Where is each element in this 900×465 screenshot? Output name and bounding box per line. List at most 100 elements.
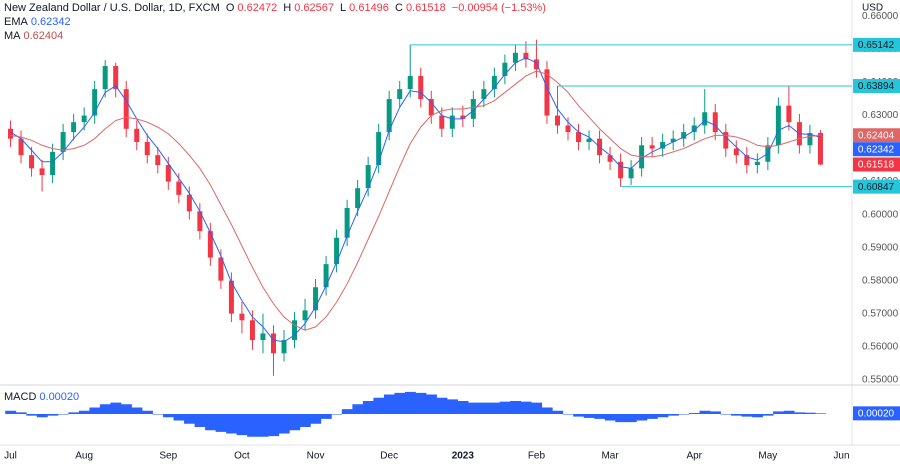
macd-bar [184, 414, 195, 424]
candle-body [18, 138, 24, 156]
candle-body [554, 115, 560, 126]
price-label-box [853, 142, 900, 157]
price-label: 0.00020 [858, 408, 895, 419]
candle-body [144, 141, 150, 156]
macd-bar [78, 410, 90, 414]
ohlc-value: 0.61496 [349, 2, 389, 14]
macd-bar [531, 402, 543, 414]
price-label-box [853, 79, 900, 94]
macd-bar [131, 407, 143, 414]
candle-body [344, 208, 350, 238]
macd-bar [99, 404, 111, 414]
legend-value: 0.62342 [30, 16, 71, 28]
macd-bar [773, 411, 785, 414]
macd-bar [257, 414, 269, 437]
candle-body [460, 115, 466, 119]
macd-bar [699, 410, 711, 414]
macd-bar [415, 392, 427, 414]
macd-bar [710, 411, 721, 414]
macd-bar [573, 414, 585, 417]
macd-bar [341, 409, 353, 414]
price-label: 0.60847 [858, 182, 895, 193]
macd-bar [489, 402, 501, 414]
candle-body [365, 165, 371, 189]
macd-bar [47, 414, 59, 416]
candle-body [681, 132, 687, 139]
macd-bar [404, 391, 416, 414]
candle-body [533, 59, 539, 70]
change: −0.00954 (−1.53%) [451, 2, 546, 14]
macd-bar [362, 401, 374, 414]
macd-bar [678, 414, 690, 415]
candle-body [723, 132, 729, 149]
legend-value: 0.62404 [23, 30, 64, 42]
x-tick-label: Aug [75, 451, 93, 462]
x-tick-label: Jun [833, 451, 849, 462]
macd-bar [583, 414, 595, 418]
candle-body [439, 115, 445, 129]
candle-body [386, 99, 392, 133]
price-label: 0.65142 [858, 40, 895, 51]
macd-bar [36, 414, 48, 418]
candle-body [418, 75, 424, 100]
y-tick-label: 0.66000 [862, 11, 899, 22]
candle-body [481, 89, 487, 100]
candle-body [323, 264, 329, 288]
macd-bar [646, 414, 658, 419]
macd-bar [15, 412, 27, 414]
macd-bar [194, 414, 206, 427]
macd-bar [331, 414, 343, 415]
macd-bar [783, 410, 795, 414]
price-label: 0.62342 [858, 144, 895, 155]
macd-bar [373, 397, 385, 414]
macd-bar [667, 414, 679, 416]
candle-body [155, 155, 161, 166]
macd-bar [762, 414, 774, 416]
macd-bar [247, 414, 259, 437]
candle-body [260, 333, 266, 341]
candle-body [81, 115, 87, 123]
candle-body [60, 132, 66, 152]
candle-body [397, 89, 403, 100]
macd-bar [426, 394, 437, 414]
y-tick-label: 0.56000 [862, 341, 899, 352]
macd-bar [142, 410, 153, 414]
candle-body [754, 161, 760, 166]
macd-bar [268, 414, 280, 437]
candle-body [407, 75, 413, 90]
ohlc-letter: O [225, 2, 235, 14]
candle-body [807, 133, 813, 146]
candle-body [544, 69, 550, 116]
x-tick-label: Feb [528, 451, 546, 462]
candle-body [376, 132, 382, 166]
candle-body [449, 115, 455, 129]
macd-bar [5, 410, 17, 414]
x-tick-label: Dec [380, 451, 398, 462]
candle-body [197, 211, 203, 232]
candle-body [702, 112, 708, 126]
candle-body [470, 99, 476, 119]
macd-bar [499, 401, 511, 414]
macd-bar [688, 413, 700, 414]
candle-body [660, 141, 666, 149]
candle-body [165, 165, 171, 182]
macd-legend: MACD 0.00020 [4, 391, 82, 403]
price-label-box [853, 128, 900, 143]
indicator-line [10, 70, 821, 331]
symbol-title: New Zealand Dollar / U.S. Dollar, 1D, FX… [4, 2, 220, 14]
macd-bar [794, 412, 806, 414]
macd-bar [636, 414, 648, 421]
x-tick-label: Nov [307, 451, 325, 462]
x-tick-label: Apr [686, 451, 702, 462]
macd-bar [173, 414, 185, 421]
macd-bar [299, 414, 311, 427]
currency-label: USD [862, 3, 883, 14]
macd-bar [320, 414, 332, 419]
candle-body [113, 66, 119, 90]
macd-bar [89, 407, 101, 414]
y-tick-label: 0.57000 [862, 308, 899, 319]
macd-bar [657, 414, 669, 418]
candle-body [355, 188, 361, 209]
